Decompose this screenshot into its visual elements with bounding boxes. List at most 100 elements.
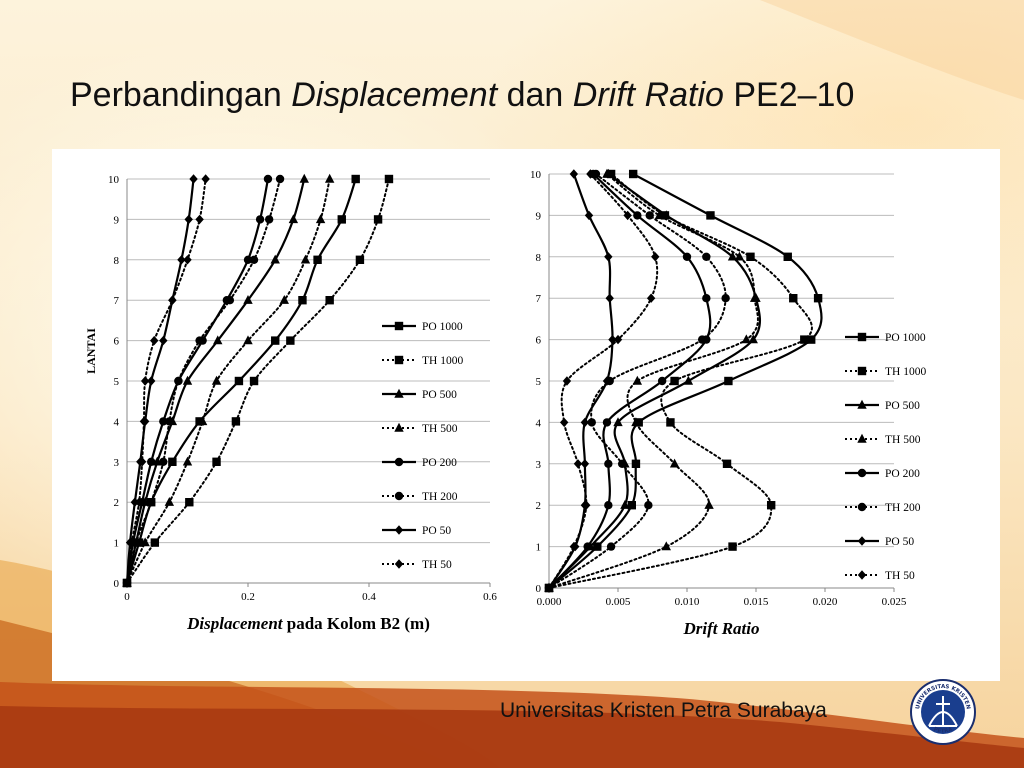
data-point-po-1000 <box>593 542 602 551</box>
data-point-th-500 <box>197 416 208 426</box>
series-line-po-1000 <box>547 172 823 590</box>
data-point-th-200 <box>721 294 730 303</box>
data-point-th-500 <box>315 214 326 224</box>
data-point-po-1000 <box>813 294 823 303</box>
data-point-th-1000 <box>800 335 809 344</box>
legend-marker-po-50 <box>394 525 404 535</box>
title-part-1: Perbandingan <box>70 76 292 114</box>
data-point-th-1000 <box>325 296 334 305</box>
x-tick-label: 0.015 <box>744 596 769 608</box>
y-tick-label: 10 <box>530 169 542 181</box>
data-point-po-200 <box>682 252 692 261</box>
data-point-th-200 <box>606 542 616 551</box>
legend-marker-po-200 <box>857 468 867 478</box>
series-line-th-50 <box>126 178 207 584</box>
data-point-th-1000 <box>384 174 394 184</box>
x-tick-label: 0.020 <box>813 596 838 608</box>
data-point-th-200 <box>195 336 204 345</box>
university-logo: UNIVERSITAS KRISTEN PETRA <box>910 679 976 745</box>
legend-marker-po-500 <box>394 388 404 398</box>
data-point-po-200 <box>243 255 253 264</box>
data-point-po-500 <box>213 335 223 345</box>
series-po-1000 <box>544 169 823 593</box>
data-point-th-500 <box>661 541 671 551</box>
data-point-th-500 <box>279 295 289 304</box>
x-axis-title: Displacement pada Kolom B2 (m) <box>186 614 430 633</box>
data-point-th-200 <box>587 418 596 427</box>
data-point-th-50 <box>183 255 192 265</box>
data-point-th-50 <box>573 459 583 469</box>
data-point-po-200 <box>702 294 711 303</box>
legend-label-th-200: TH 200 <box>422 491 458 503</box>
x-tick-label: 0.005 <box>606 596 631 608</box>
data-point-th-50 <box>168 295 177 305</box>
y-tick-label: 1 <box>536 542 542 554</box>
data-point-th-200 <box>591 169 601 179</box>
data-point-th-500 <box>140 537 150 547</box>
data-point-th-1000 <box>789 294 798 303</box>
data-point-po-50 <box>604 252 613 262</box>
data-point-po-500 <box>748 334 758 344</box>
data-point-po-50 <box>130 497 140 507</box>
data-point-th-500 <box>632 375 643 385</box>
legend-label-th-1000: TH 1000 <box>885 366 926 378</box>
data-point-th-1000 <box>286 336 295 345</box>
drift-ratio-chart: 0 1 2 3 4 5 6 7 8 9 10 0.000 0.005 0.010 0.015 0.020 0.0… <box>530 168 926 638</box>
data-point-po-50 <box>605 293 614 303</box>
data-point-po-50 <box>580 459 590 469</box>
title-part-3: PE2–10 <box>723 76 855 114</box>
y-tick-label: 2 <box>114 497 120 509</box>
legend-marker-th-50 <box>394 559 404 569</box>
data-point-th-1000 <box>728 542 737 551</box>
y-tick-label: 4 <box>114 416 120 428</box>
y-tick-label: 7 <box>114 295 120 307</box>
data-point-th-500 <box>669 458 680 468</box>
legend-label-po-200: PO 200 <box>422 457 457 469</box>
data-point-th-200 <box>264 215 274 224</box>
data-point-th-50 <box>651 252 660 262</box>
x-axis-title: Drift Ratio <box>682 619 759 638</box>
data-point-po-500 <box>727 251 738 261</box>
series-line-th-200 <box>548 173 727 589</box>
data-point-po-200 <box>583 542 592 551</box>
data-point-po-500 <box>613 417 623 427</box>
data-point-po-1000 <box>724 376 733 386</box>
data-point-po-200 <box>263 174 273 184</box>
legend-label-po-200: PO 200 <box>885 468 920 480</box>
data-point-th-1000 <box>373 215 383 224</box>
data-point-th-50 <box>134 497 144 507</box>
y-tick-label: 5 <box>536 376 542 388</box>
legend-label-po-1000: PO 1000 <box>885 332 926 344</box>
svg-text:PETRA: PETRA <box>933 726 955 734</box>
y-tick-label: 0 <box>114 578 120 590</box>
y-tick-label: 8 <box>536 252 542 264</box>
data-point-po-1000 <box>627 501 636 510</box>
data-point-th-500 <box>602 168 612 178</box>
data-point-th-200 <box>644 501 653 510</box>
data-point-th-500 <box>243 335 253 345</box>
y-tick-label: 5 <box>114 376 120 388</box>
data-point-po-1000 <box>351 174 360 184</box>
legend-marker-th-500 <box>394 422 404 432</box>
data-point-th-50 <box>562 376 572 386</box>
data-point-th-500 <box>704 500 714 509</box>
data-point-th-500 <box>324 173 335 183</box>
data-point-po-500 <box>620 500 630 509</box>
data-point-po-1000 <box>298 296 307 305</box>
legend-label-po-50: PO 50 <box>885 536 914 548</box>
data-point-po-50 <box>584 210 594 221</box>
data-point-po-200 <box>602 418 612 427</box>
data-point-th-50 <box>195 214 204 225</box>
data-point-th-1000 <box>722 459 732 468</box>
legend-label-th-1000: TH 1000 <box>422 355 463 367</box>
footer-university-name: Universitas Kristen Petra Surabaya <box>500 699 827 722</box>
data-point-po-1000 <box>634 418 643 427</box>
data-point-po-500 <box>299 173 309 183</box>
legend-label-po-50: PO 50 <box>422 525 451 537</box>
data-point-po-500 <box>243 295 253 304</box>
data-point-th-1000 <box>746 252 755 261</box>
legend-label-th-200: TH 200 <box>885 502 921 514</box>
data-point-po-1000 <box>337 215 346 224</box>
legend-label-th-500: TH 500 <box>422 423 458 435</box>
legend-label-th-50: TH 50 <box>885 570 915 582</box>
